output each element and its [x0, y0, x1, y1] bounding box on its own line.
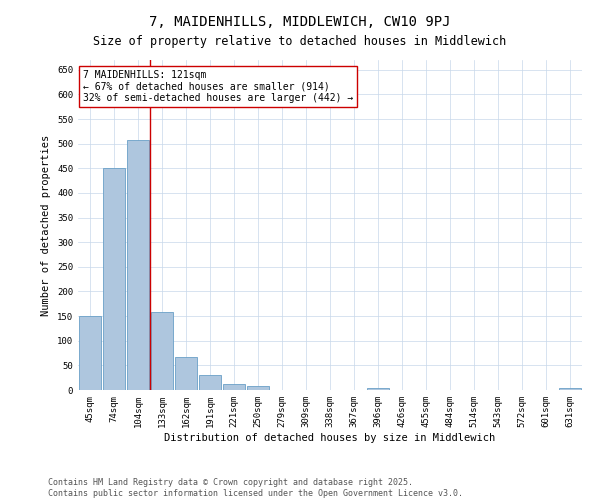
Bar [127, 140, 149, 390]
Bar [175, 357, 197, 390]
Bar [367, 388, 389, 390]
Bar [223, 384, 245, 390]
Bar [151, 312, 173, 390]
Text: 7 MAIDENHILLS: 121sqm
← 67% of detached houses are smaller (914)
32% of semi-det: 7 MAIDENHILLS: 121sqm ← 67% of detached … [83, 70, 353, 103]
Bar [247, 386, 269, 390]
Text: 7, MAIDENHILLS, MIDDLEWICH, CW10 9PJ: 7, MAIDENHILLS, MIDDLEWICH, CW10 9PJ [149, 15, 451, 29]
Bar [103, 168, 125, 390]
Bar [79, 316, 101, 390]
Text: Contains HM Land Registry data © Crown copyright and database right 2025.
Contai: Contains HM Land Registry data © Crown c… [48, 478, 463, 498]
Y-axis label: Number of detached properties: Number of detached properties [41, 134, 52, 316]
Bar [199, 375, 221, 390]
X-axis label: Distribution of detached houses by size in Middlewich: Distribution of detached houses by size … [164, 432, 496, 442]
Text: Size of property relative to detached houses in Middlewich: Size of property relative to detached ho… [94, 35, 506, 48]
Bar [559, 388, 581, 390]
